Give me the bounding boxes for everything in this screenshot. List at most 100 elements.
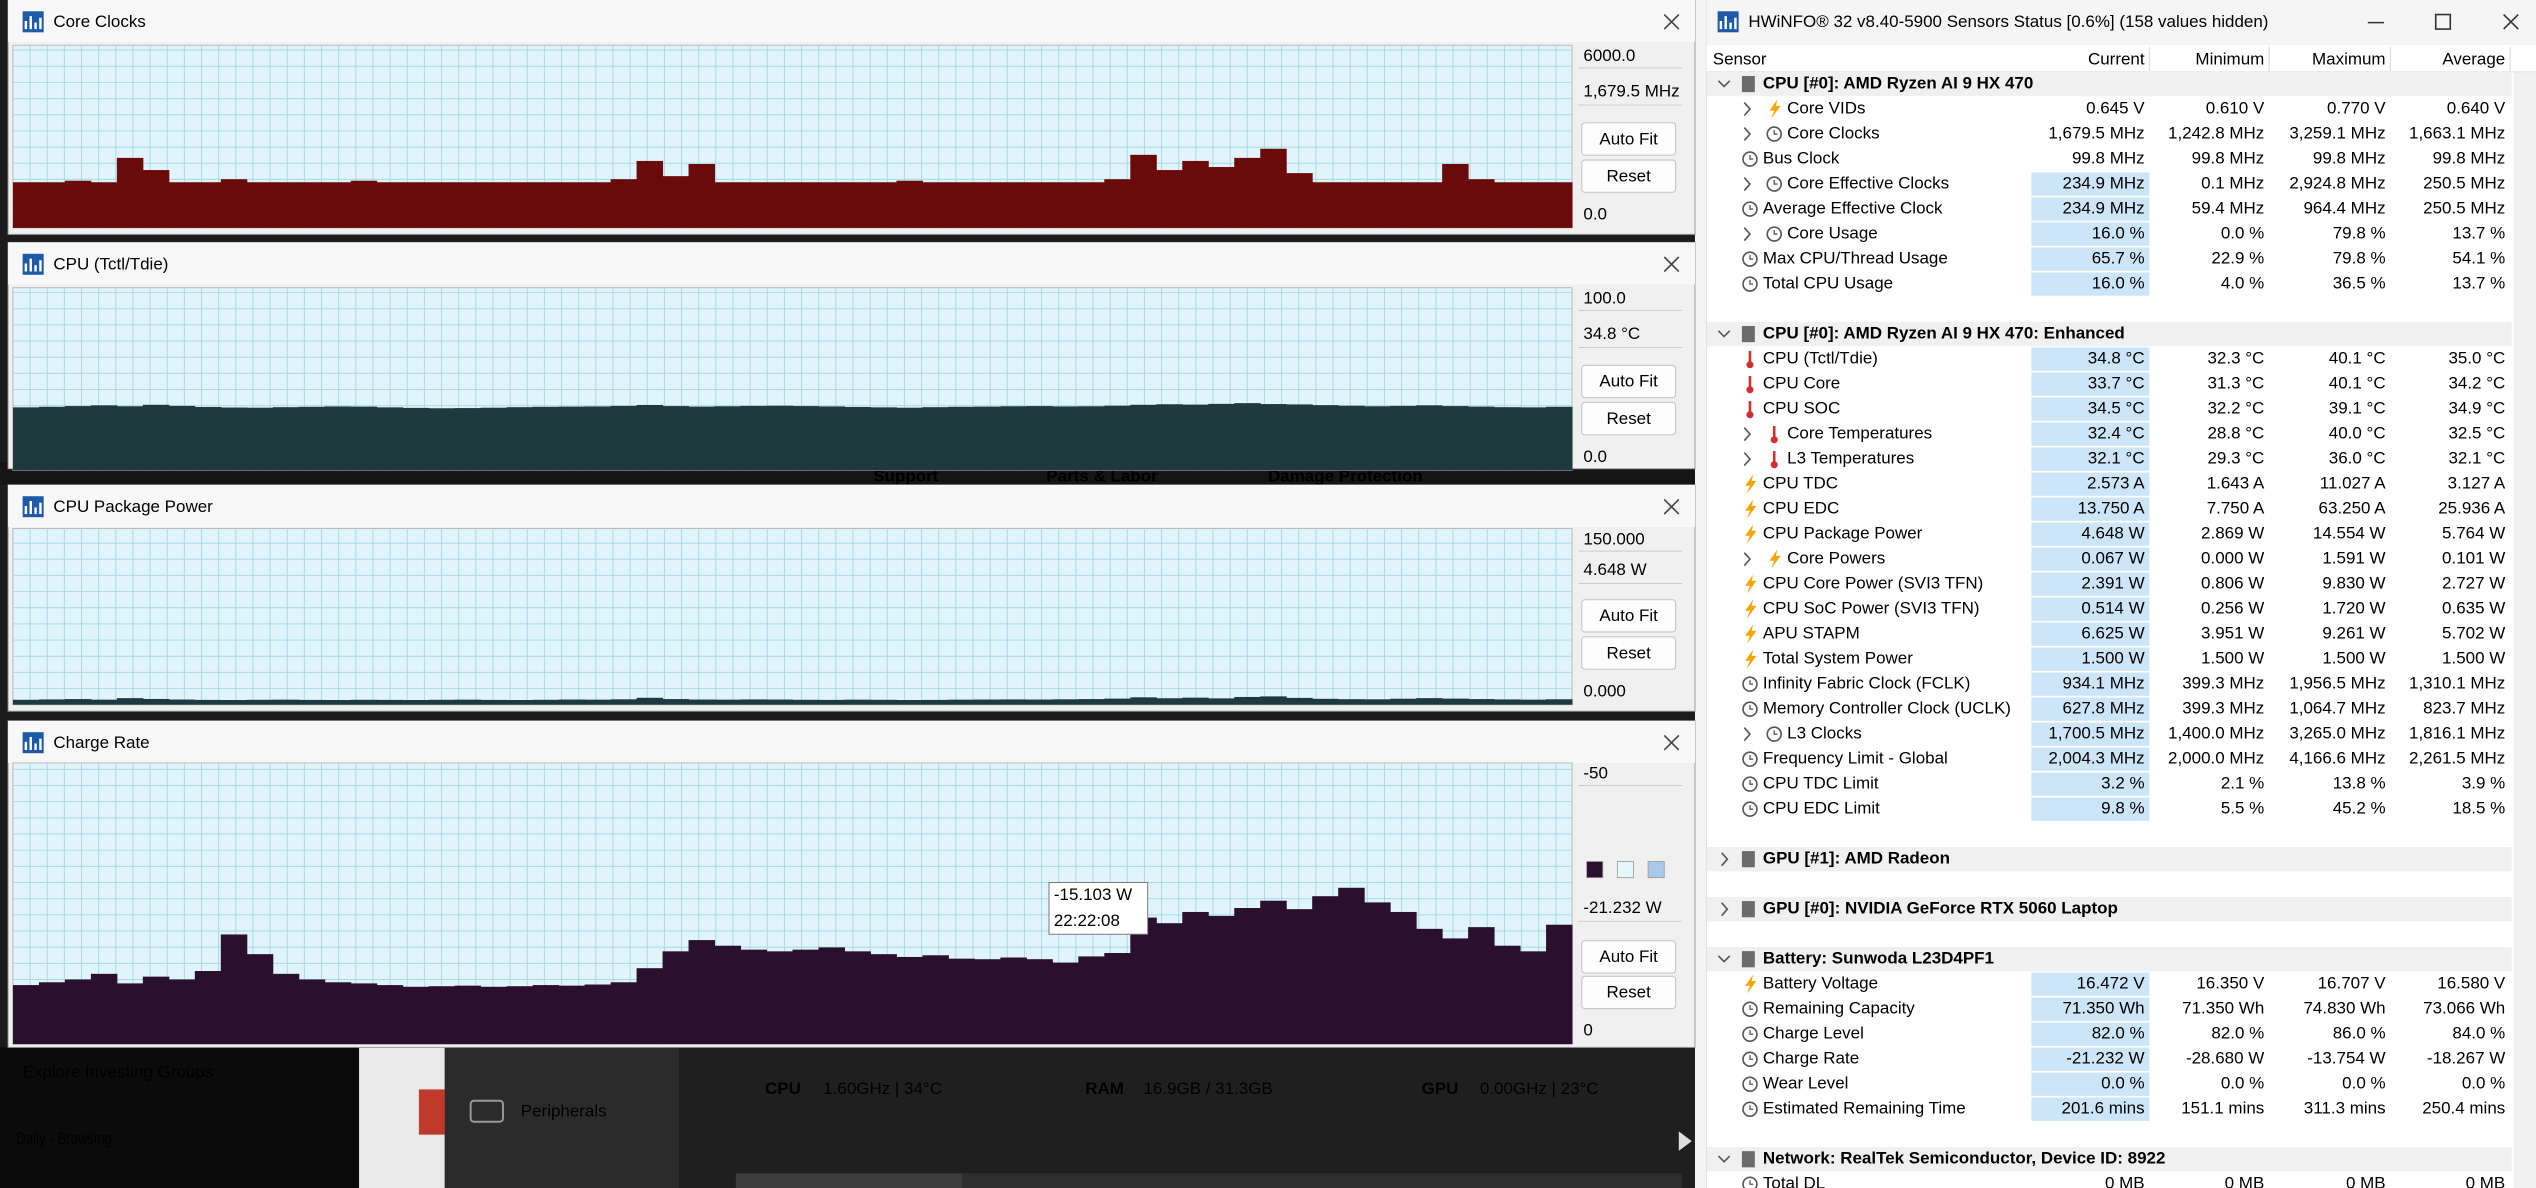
maximize-button[interactable]: [2434, 13, 2452, 30]
expand-chevron[interactable]: [1717, 1155, 1731, 1163]
graph-bar: [532, 182, 560, 228]
close-button[interactable]: [1663, 256, 1680, 273]
graph-bar: [350, 699, 378, 705]
expand-chevron[interactable]: [1743, 102, 1752, 117]
bg-red-button: [418, 1089, 445, 1135]
sensor-label[interactable]: CPU EDC: [1763, 499, 1839, 518]
button[interactable]: [1581, 940, 1677, 974]
button[interactable]: [1581, 159, 1677, 193]
sensor-label[interactable]: Battery Voltage: [1763, 974, 1878, 993]
close-button[interactable]: [1663, 734, 1680, 751]
group-name[interactable]: Battery: Sunwoda L23D4PF1: [1763, 949, 1994, 968]
graph-bar: [818, 699, 845, 705]
expand-chevron[interactable]: [1743, 177, 1752, 192]
graph-bar: [974, 699, 1001, 705]
sensor-label[interactable]: Total CPU Usage: [1763, 274, 1893, 293]
column-header-label[interactable]: Sensor: [1713, 49, 1767, 68]
expand-chevron[interactable]: [1721, 852, 1729, 867]
sensor-label[interactable]: CPU Core: [1763, 374, 1840, 393]
button-label[interactable]: Reset: [1606, 409, 1651, 428]
menu-item[interactable]: Peripherals: [521, 1102, 607, 1121]
sensor-label[interactable]: Infinity Fabric Clock (FCLK): [1763, 674, 1971, 693]
close-button[interactable]: [2503, 13, 2519, 30]
graph-bar: [12, 985, 40, 1045]
button[interactable]: [1581, 975, 1677, 1010]
sensor-label[interactable]: CPU SOC: [1763, 399, 1840, 418]
icon-clock-hand: [1773, 130, 1778, 135]
sensor-label[interactable]: Wear Level: [1763, 1074, 1849, 1093]
column-header-label[interactable]: Minimum: [2195, 49, 2264, 68]
sensor-value: 1,242.8 MHz: [2168, 124, 2264, 143]
group-name[interactable]: CPU [#0]: AMD Ryzen AI 9 HX 470: Enhance…: [1763, 324, 2125, 343]
close-button[interactable]: [1663, 13, 1680, 30]
group-name[interactable]: Network: RealTek Semiconductor, Device I…: [1763, 1149, 2166, 1168]
expand-chevron[interactable]: [1743, 127, 1752, 142]
sensor-label[interactable]: Core Clocks: [1787, 124, 1879, 143]
sensor-label[interactable]: CPU TDC: [1763, 474, 1838, 493]
graph-bar: [1000, 699, 1027, 705]
graph-bar: [1364, 699, 1391, 705]
button-label[interactable]: Reset: [1606, 643, 1651, 662]
close-button[interactable]: [1663, 498, 1680, 515]
sensor-label[interactable]: CPU Package Power: [1763, 524, 1923, 543]
button-label[interactable]: Auto Fit: [1599, 947, 1658, 966]
icon-bolt: [1745, 974, 1757, 994]
button-label[interactable]: Reset: [1606, 166, 1651, 185]
sensor-label[interactable]: CPU TDC Limit: [1763, 774, 1879, 793]
expand-chevron[interactable]: [1717, 330, 1731, 338]
sensor-label[interactable]: Memory Controller Clock (UCLK): [1763, 699, 2011, 718]
app-icon-bars: [24, 258, 42, 272]
expand-chevron[interactable]: [1743, 727, 1752, 742]
column-header-label[interactable]: Maximum: [2312, 49, 2386, 68]
sensor-label[interactable]: Remaining Capacity: [1763, 999, 1915, 1018]
expand-chevron[interactable]: [1743, 427, 1752, 442]
sensor-label[interactable]: Charge Level: [1763, 1024, 1864, 1043]
button[interactable]: [1581, 401, 1677, 436]
sensor-label[interactable]: Average Effective Clock: [1763, 199, 1943, 218]
sensor-label[interactable]: Core Temperatures: [1787, 424, 1932, 443]
sensor-label[interactable]: Core Powers: [1787, 549, 1885, 568]
sensor-label[interactable]: Core Effective Clocks: [1787, 174, 1949, 193]
button-label[interactable]: Auto Fit: [1599, 372, 1658, 391]
group-name[interactable]: GPU [#1]: AMD Radeon: [1763, 849, 1950, 868]
button-label[interactable]: Reset: [1606, 983, 1651, 1002]
expand-chevron[interactable]: [1743, 452, 1752, 467]
sensor-label[interactable]: CPU Core Power (SVI3 TFN): [1763, 574, 1983, 593]
button-label[interactable]: Auto Fit: [1599, 129, 1658, 148]
sensor-label[interactable]: CPU (Tctl/Tdie): [1763, 349, 1878, 368]
graph-bar: [64, 180, 92, 228]
sensor-label[interactable]: Frequency Limit - Global: [1763, 749, 1948, 768]
button[interactable]: [1581, 122, 1677, 156]
sensor-label[interactable]: APU STAPM: [1763, 624, 1860, 643]
sensor-label[interactable]: L3 Temperatures: [1787, 449, 1914, 468]
graph-bar: [194, 406, 222, 471]
expand-chevron[interactable]: [1717, 80, 1731, 88]
graph-bar: [1494, 182, 1521, 228]
sensor-label[interactable]: Estimated Remaining Time: [1763, 1099, 1966, 1118]
expand-chevron[interactable]: [1717, 955, 1731, 963]
sensor-label[interactable]: Charge Rate: [1763, 1049, 1859, 1068]
sensor-label[interactable]: Max CPU/Thread Usage: [1763, 249, 1948, 268]
sensor-label[interactable]: Bus Clock: [1763, 149, 1840, 168]
button[interactable]: [1581, 364, 1677, 399]
graph-bar: [376, 407, 404, 471]
sensor-label[interactable]: CPU SoC Power (SVI3 TFN): [1763, 599, 1980, 618]
expand-chevron[interactable]: [1743, 552, 1752, 567]
column-header-label[interactable]: Current: [2088, 49, 2145, 68]
button[interactable]: [1581, 599, 1677, 633]
sensor-label[interactable]: Total DL: [1763, 1174, 1825, 1188]
button[interactable]: [1581, 636, 1677, 670]
expand-chevron[interactable]: [1743, 227, 1752, 242]
sensor-value: 99.8 MHz: [2313, 149, 2386, 168]
expand-chevron[interactable]: [1721, 902, 1729, 917]
button-label[interactable]: Auto Fit: [1599, 606, 1658, 625]
group-name[interactable]: CPU [#0]: AMD Ryzen AI 9 HX 470: [1763, 74, 2033, 93]
column-header-label[interactable]: Average: [2442, 49, 2505, 68]
sensor-label[interactable]: Core Usage: [1787, 224, 1878, 243]
sensor-label[interactable]: Total System Power: [1763, 649, 1913, 668]
sensor-label[interactable]: Core VIDs: [1787, 99, 1865, 118]
sensor-value: 3,265.0 MHz: [2289, 724, 2385, 743]
group-name[interactable]: GPU [#0]: NVIDIA GeForce RTX 5060 Laptop: [1763, 899, 2118, 918]
sensor-label[interactable]: CPU EDC Limit: [1763, 799, 1880, 818]
sensor-label[interactable]: L3 Clocks: [1787, 724, 1862, 743]
